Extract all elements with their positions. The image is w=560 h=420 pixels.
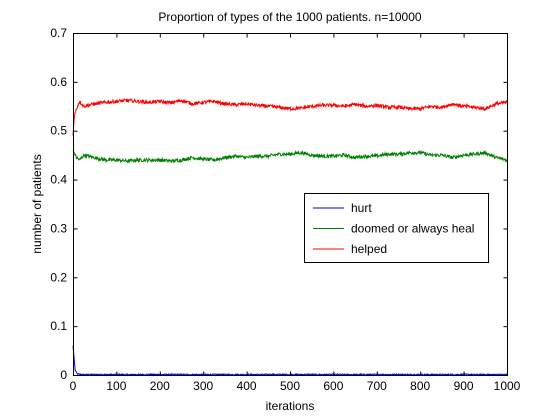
- legend-entries: hurt doomed or always heal helped: [313, 201, 474, 256]
- x-tick-label: 200: [150, 379, 170, 393]
- y-tick-label: 0.1: [50, 319, 67, 333]
- x-tick-label: 100: [106, 379, 126, 393]
- y-tick-label: 0.3: [50, 221, 67, 235]
- legend: hurt doomed or always heal helped: [304, 193, 489, 263]
- chart-title: Proportion of types of the 1000 patients…: [158, 10, 422, 24]
- x-tick-label: 700: [367, 379, 387, 393]
- y-axis-title: number of patients: [30, 154, 44, 253]
- x-axis-title: iterations: [266, 399, 315, 413]
- x-tick-label: 0: [70, 379, 77, 393]
- y-tick-label: 0.2: [50, 270, 67, 284]
- x-tick-label: 400: [237, 379, 257, 393]
- y-tick-label: 0.6: [50, 75, 67, 89]
- series-line-helped: [72, 97, 508, 136]
- legend-label: hurt: [351, 201, 372, 215]
- legend-label: doomed or always heal: [351, 222, 474, 236]
- series-line-doomed-or-always-heal: [72, 149, 508, 164]
- y-tick-label: 0.5: [50, 124, 67, 138]
- y-tick-label: 0.7: [50, 26, 67, 40]
- y-tick-label: 0.4: [50, 173, 67, 187]
- x-tick-label: 800: [410, 379, 430, 393]
- y-tick-label: 0: [60, 368, 67, 382]
- ticks-group: 0 100 200 300 400 500 600 700 800 900 1000 0 0.1 0.2 0…: [50, 26, 520, 393]
- x-tick-label: 300: [193, 379, 213, 393]
- x-tick-label: 600: [323, 379, 343, 393]
- legend-label: helped: [351, 242, 387, 256]
- x-tick-label: 500: [280, 379, 300, 393]
- x-tick-label: 1000: [494, 379, 521, 393]
- x-tick-label: 900: [454, 379, 474, 393]
